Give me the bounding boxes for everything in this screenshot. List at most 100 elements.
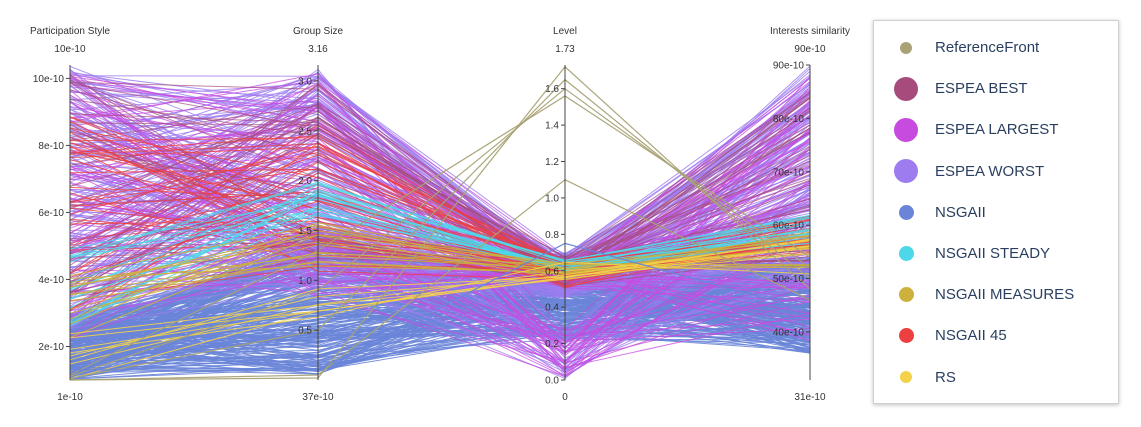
line-referencefront: [69, 95, 811, 376]
legend-item[interactable]: NSGAII MEASURES: [874, 274, 1118, 315]
tick-label: 1.0: [545, 193, 559, 204]
line-nsgaii-steady: [69, 194, 811, 320]
legend-marker-icon: [898, 328, 914, 344]
legend-label: ESPEA BEST: [935, 80, 1028, 98]
line-nsgaii-measures: [69, 235, 811, 296]
tick-label: 0.4: [545, 303, 559, 314]
tick-label: 0.5: [298, 326, 312, 337]
line-nsgaii-measures: [69, 226, 811, 325]
legend-item[interactable]: RS: [874, 357, 1118, 398]
line-nsgaii-steady: [69, 214, 811, 325]
line-nsgaii: [69, 314, 811, 338]
legend-marker-icon: [900, 371, 912, 384]
axis-2: Group Size 3.16 37e-10 0.5 1.0 1.5 2.0 2.5 3.0: [293, 26, 343, 403]
legend: ReferenceFront ESPEA BEST ESPEA LARGEST ESP…: [873, 20, 1119, 404]
legend-marker-icon: [900, 41, 912, 54]
line-nsgaii-measures: [69, 234, 811, 286]
axis-title: Participation Style: [30, 26, 110, 37]
line-espea-largest: [69, 150, 811, 261]
line-espea-best: [69, 113, 811, 267]
polylines-layer: [69, 65, 811, 381]
axis-top-label: 10e-10: [54, 44, 86, 55]
line-nsgaii: [69, 324, 811, 380]
legend-item[interactable]: NSGAII: [874, 192, 1118, 233]
tick-label: 6e-10: [38, 208, 64, 219]
tick-label: 1.5: [298, 226, 312, 237]
legend-label: ESPEA LARGEST: [935, 121, 1059, 139]
axis-bottom-label: 0: [562, 392, 568, 403]
legend-item[interactable]: ReferenceFront: [874, 27, 1118, 68]
tick-label: 0.0: [545, 376, 559, 387]
line-nsgaii: [69, 271, 811, 339]
tick-label: 2.5: [298, 126, 312, 137]
axis-3: Level 1.73 00.0 0.2 0.4 0.6 0.8 1.0 1.2 1.4 1.6: [545, 26, 577, 403]
line-nsgaii: [69, 270, 811, 348]
axis-title: Group Size: [293, 26, 343, 37]
legend-item[interactable]: ESPEA WORST: [874, 151, 1118, 192]
line-nsgaii-steady: [69, 190, 811, 309]
line-nsgaii-measures: [69, 252, 811, 302]
tick-label: 90e-10: [773, 61, 805, 72]
axis-bottom-label: 31e-10: [794, 392, 826, 403]
legend-marker-icon: [898, 287, 914, 303]
line-nsgaii: [69, 338, 811, 358]
legend-item[interactable]: NSGAII 45: [874, 315, 1118, 356]
line-espea-best: [69, 93, 811, 293]
legend-item[interactable]: ESPEA BEST: [874, 68, 1118, 109]
legend-label: ESPEA WORST: [935, 162, 1045, 180]
line-referencefront: [69, 78, 811, 379]
tick-label: 40e-10: [773, 327, 805, 338]
tick-label: 50e-10: [773, 274, 805, 285]
tick-label: 3.0: [298, 76, 312, 87]
legend-marker-icon: [898, 204, 914, 220]
legend-marker-icon: [894, 117, 918, 142]
axis-bottom-label: 37e-10: [302, 392, 334, 403]
line-espea-largest: [69, 223, 811, 364]
legend-label: NSGAII MEASURES: [935, 286, 1075, 304]
line-rs: [69, 240, 811, 380]
line-nsgaii-steady: [69, 181, 811, 266]
line-espea-best: [69, 116, 811, 295]
axis-top-label: 90e-10: [794, 44, 826, 55]
axes-layer: Participation Style 10e-10 1e-10 2e-10 4e-10…: [30, 26, 850, 403]
tick-label: 80e-10: [773, 114, 805, 125]
line-rs: [69, 261, 811, 354]
legend-label: NSGAII 45: [935, 327, 1007, 345]
line-nsgaii: [69, 242, 811, 371]
line-espea-best: [69, 89, 811, 272]
tick-label: 1.4: [545, 121, 559, 132]
tick-label: 8e-10: [38, 141, 64, 152]
tick-label: 10e-10: [33, 74, 65, 85]
legend-label: RS: [935, 368, 956, 386]
axis-1: Participation Style 10e-10 1e-10 2e-10 4e-10…: [30, 26, 110, 403]
tick-label: 0.6: [545, 266, 559, 277]
line-espea-best: [69, 98, 811, 268]
tick-label: 0.2: [545, 339, 559, 350]
line-rs: [69, 238, 811, 339]
axis-top-label: 1.73: [555, 44, 575, 55]
tick-label: 1.2: [545, 157, 559, 168]
line-espea-largest: [69, 77, 811, 301]
line-nsgaii-steady: [69, 206, 811, 290]
tick-label: 0.8: [545, 230, 559, 241]
line-espea-best: [69, 103, 811, 259]
legend-item[interactable]: NSGAII STEADY: [874, 233, 1118, 274]
legend-marker-icon: [898, 246, 914, 262]
line-espea-largest: [69, 116, 811, 285]
line-espea-largest: [69, 137, 811, 352]
legend-marker-icon: [894, 76, 918, 101]
line-espea-largest: [69, 72, 811, 266]
line-rs: [69, 245, 811, 335]
line-nsgaii-measures: [69, 222, 811, 320]
legend-label: NSGAII: [935, 203, 986, 221]
line-rs: [69, 248, 811, 365]
line-rs: [69, 253, 811, 357]
line-nsgaii-measures: [69, 230, 811, 288]
line-espea-largest: [69, 176, 811, 314]
legend-marker-icon: [894, 159, 918, 184]
legend-item[interactable]: ESPEA LARGEST: [874, 109, 1118, 150]
tick-label: 4e-10: [38, 275, 64, 286]
tick-label: 2.0: [298, 176, 312, 187]
axis-4: Interests similarity 90e-10 31e-10 40e-10 50…: [770, 26, 850, 403]
tick-label: 70e-10: [773, 167, 805, 178]
